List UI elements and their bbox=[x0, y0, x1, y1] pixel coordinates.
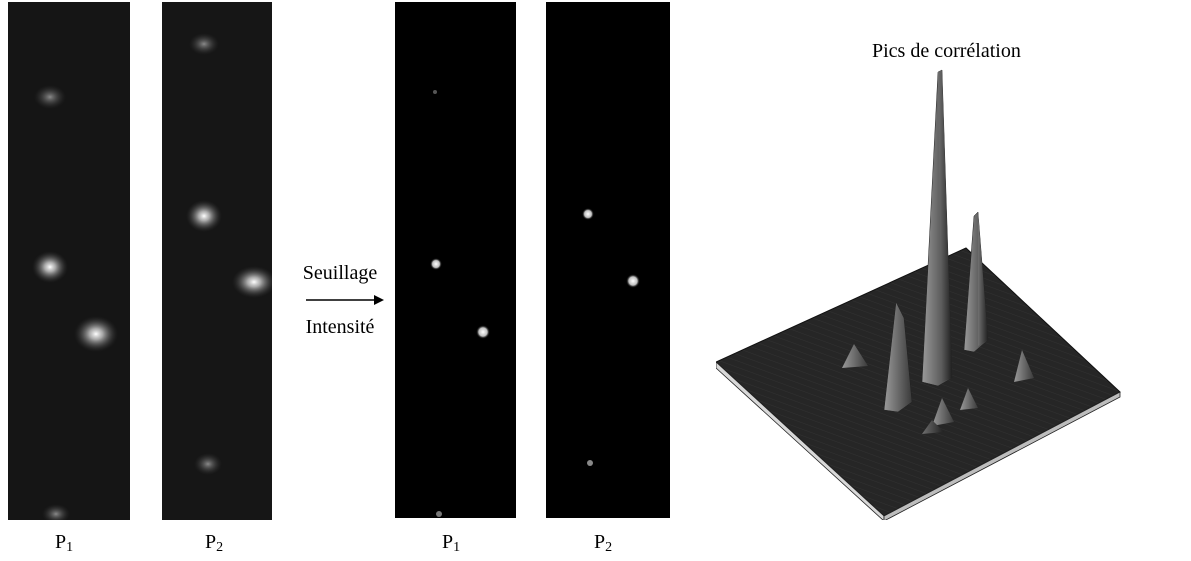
thresholded-image-p2 bbox=[546, 2, 670, 518]
label-raw-p1: P1 bbox=[55, 531, 74, 555]
raw-image-p2 bbox=[162, 2, 272, 520]
thresholded-image-p1 bbox=[395, 2, 516, 518]
raw-image-p1 bbox=[8, 2, 130, 520]
label-thresh-p1: P1 bbox=[442, 531, 461, 555]
arrow-right-icon bbox=[306, 295, 384, 305]
correlation-surface bbox=[715, 40, 1136, 525]
arrow-top-text: Seuillage bbox=[302, 262, 378, 284]
threshold-arrow: Seuillage Intensité bbox=[288, 262, 392, 342]
label-raw-p2: P2 bbox=[205, 531, 224, 555]
surface-title: Pics de corrélation bbox=[872, 40, 1021, 62]
label-thresh-p2: P2 bbox=[594, 531, 613, 555]
arrow-bottom-text: Intensité bbox=[305, 316, 375, 338]
